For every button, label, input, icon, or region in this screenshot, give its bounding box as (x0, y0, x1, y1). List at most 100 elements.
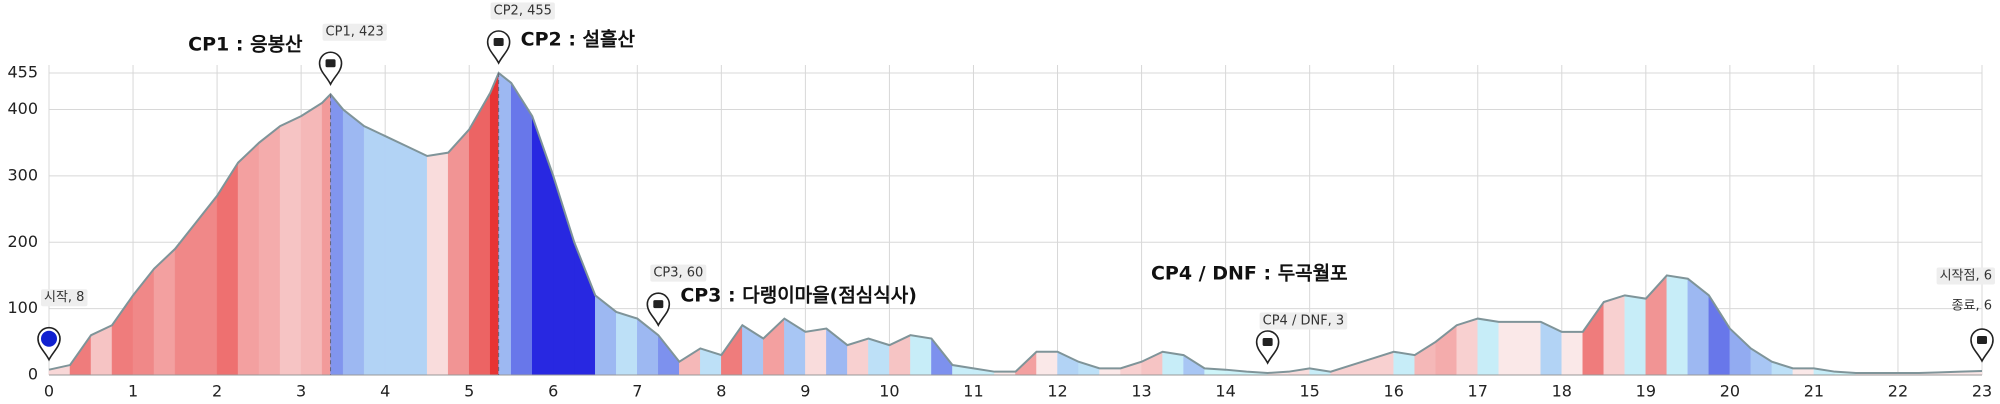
pin-shape (318, 51, 343, 87)
slope-band (1456, 318, 1478, 376)
marker-label: CP4 / DNF, 3 (1263, 314, 1345, 329)
pin-icon (325, 59, 336, 68)
slope-band (658, 334, 680, 376)
marker-label-bg (650, 264, 707, 282)
slope-band (1561, 331, 1584, 376)
marker-label: CP2, 455 (494, 4, 552, 19)
marker-label-bg (490, 2, 555, 20)
x-tick-label: 2 (212, 382, 222, 401)
marker-pin (486, 30, 511, 65)
x-tick-label: 13 (1131, 382, 1151, 401)
slope-band (330, 93, 344, 376)
pin-icon (1262, 338, 1273, 347)
x-tick-label: 5 (464, 382, 474, 401)
marker-label-bg (322, 23, 387, 41)
slope-band (1414, 341, 1436, 376)
x-tick-label: 0 (44, 382, 54, 401)
x-tick-label: 15 (1299, 382, 1319, 401)
marker-label-bg (41, 289, 88, 307)
x-tick-label: 6 (548, 382, 558, 401)
x-tick-label: 21 (1804, 382, 1824, 401)
x-tick-label: 23 (1972, 382, 1992, 401)
x-tick-label: 1 (128, 382, 138, 401)
y-tick-label: 455 (7, 63, 38, 82)
slope-band (237, 142, 260, 376)
x-tick-label: 7 (632, 382, 642, 401)
marker-pin (1255, 330, 1280, 365)
slope-band (342, 108, 365, 376)
marker-pin (37, 326, 61, 362)
slope-band (489, 72, 499, 376)
slope-band (1624, 295, 1647, 376)
slope-band (1666, 275, 1689, 376)
slope-band (1498, 321, 1521, 376)
x-tick-label: 12 (1047, 382, 1067, 401)
slope-band (826, 328, 848, 376)
marker-label-bg (1259, 312, 1348, 330)
slope-band (910, 334, 932, 376)
marker-label: 종료, 6 (1952, 299, 1992, 314)
checkpoint-title: CP2 : 설흘산 (521, 28, 636, 51)
slope-band (1729, 327, 1752, 376)
pin-shape (1255, 330, 1280, 365)
x-tick-label: 14 (1215, 382, 1235, 401)
x-tick-label: 16 (1384, 382, 1404, 401)
slope-band (1603, 295, 1626, 376)
checkpoint-title: CP1 : 응봉산 (188, 34, 303, 56)
slope-band (553, 175, 575, 376)
x-tick-label: 17 (1468, 382, 1488, 401)
x-tick-label: 9 (800, 382, 810, 401)
pin-shape (646, 292, 671, 327)
marker-label: CP3, 60 (653, 266, 703, 281)
slope-band (321, 93, 331, 376)
y-tick-label: 300 (7, 165, 38, 184)
pin-icon (653, 300, 664, 309)
x-tick-label: 11 (963, 382, 983, 401)
pin-shape (1970, 328, 1994, 363)
x-tick-label: 20 (1720, 382, 1740, 401)
checkpoint-title: CP4 / DNF : 두곡월포 (1151, 263, 1348, 285)
pin-icon (493, 38, 504, 46)
x-tick-label: 3 (296, 382, 306, 401)
slope-band (153, 248, 176, 376)
slope-band (574, 242, 596, 376)
slope-band (784, 318, 806, 376)
slope-band (384, 135, 407, 376)
slope-band (447, 128, 470, 376)
slope-band (132, 268, 155, 376)
slope-band (805, 328, 827, 376)
slope-band (216, 161, 239, 376)
marker-pin (1970, 328, 1994, 363)
x-tick-label: 8 (716, 382, 726, 401)
y-tick-label: 200 (7, 232, 38, 251)
elevation-line (48, 71, 1983, 375)
slope-band (1141, 351, 1163, 376)
marker-label: 시작, 8 (44, 290, 84, 305)
y-tick-label: 100 (7, 298, 38, 317)
slope-band (763, 318, 785, 376)
marker-label: CP1, 423 (326, 25, 384, 40)
slope-band (1036, 351, 1058, 376)
slope-band (616, 311, 638, 376)
slope-band (426, 152, 449, 376)
y-tick-label: 400 (7, 99, 38, 118)
marker-pin (646, 292, 671, 327)
x-tick-label: 18 (1552, 382, 1572, 401)
slope-band (468, 91, 491, 376)
slope-band (363, 125, 386, 376)
checkpoint-title: CP3 : 다랭이마을(점심식사) (680, 285, 917, 307)
slope-band (1519, 321, 1542, 376)
x-tick-label: 4 (380, 382, 390, 401)
slope-band (1750, 347, 1773, 376)
marker-label-bg (1936, 267, 1995, 285)
slope-band (300, 102, 323, 376)
x-tick-label: 19 (1636, 382, 1656, 401)
slope-band (111, 294, 134, 376)
pin-shape (486, 30, 511, 65)
slope-band (1582, 301, 1605, 376)
slope-band (595, 294, 617, 376)
x-tick-label: 22 (1888, 382, 1908, 401)
slope-band (405, 145, 428, 376)
slope-band (1057, 351, 1079, 376)
